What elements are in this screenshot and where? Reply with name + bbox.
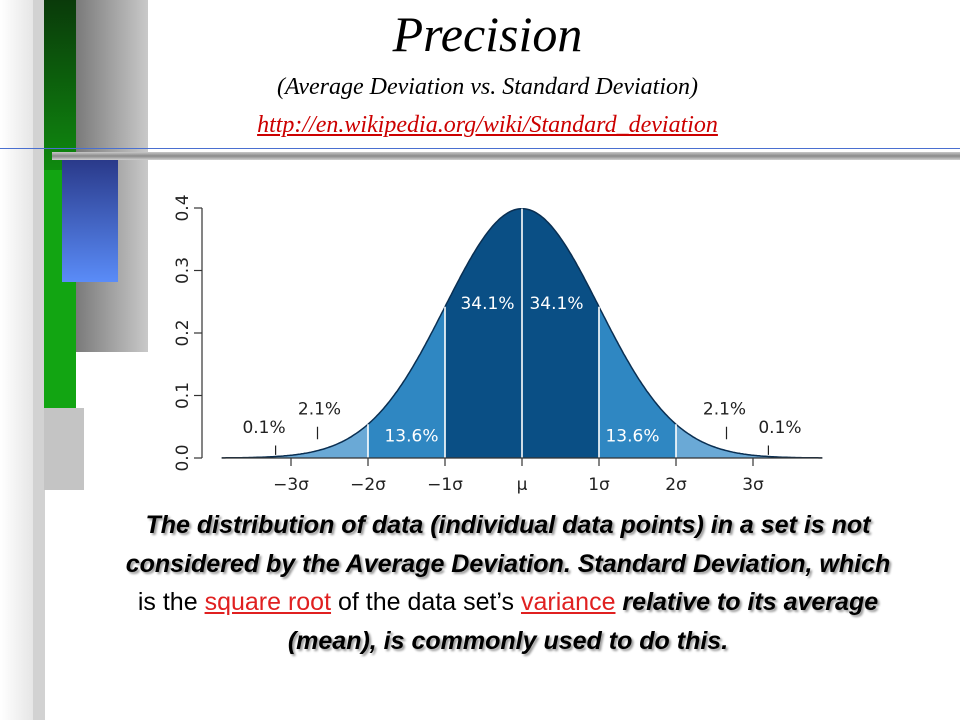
variance-link[interactable]: variance: [520, 588, 616, 616]
region-label: 2.1%: [298, 399, 341, 419]
region-label: 34.1%: [529, 294, 583, 314]
region-0: [291, 424, 368, 458]
y-tick-label: 0.1: [173, 382, 193, 409]
normal-distribution-chart: −3σ −2σ −1σ μ 1σ 2σ 3σ 0.0 0.1 0.2 0.3 0.4 2.1% 13.…: [173, 194, 823, 495]
region-label: 34.1%: [460, 294, 514, 314]
wikipedia-link[interactable]: http://en.wikipedia.org/wiki/Standard_de…: [257, 112, 718, 138]
region-3: [522, 208, 599, 458]
y-tick-label: 0.0: [173, 444, 193, 471]
region-label: 13.6%: [384, 427, 438, 447]
region-labels: 2.1% 13.6% 34.1% 34.1% 13.6% 2.1% 0.1% 0.1%: [242, 294, 802, 455]
header-rule: [52, 152, 960, 160]
y-tick-label: 0.2: [173, 319, 193, 346]
x-ticks: −3σ −2σ −1σ μ 1σ 2σ 3σ: [273, 458, 764, 495]
wikipedia-link-wrap: http://en.wikipedia.org/wiki/Standard_de…: [0, 110, 960, 140]
sidebar-blue-bar: [62, 160, 118, 282]
tail-label: 0.1%: [242, 418, 285, 438]
y-tick-label: 0.3: [173, 257, 193, 284]
sidebar-dark-green-bar: [44, 0, 76, 170]
region-label: 13.6%: [605, 427, 659, 447]
tail-label: 0.1%: [758, 418, 801, 438]
explanation-part-1: The distribution of data (individual dat…: [125, 511, 891, 578]
explanation-text: The distribution of data (individual dat…: [118, 506, 898, 660]
sigma-dividers: [367, 208, 677, 458]
x-tick-label: 3σ: [742, 475, 764, 495]
explanation-part-2: is the: [137, 588, 205, 616]
x-tick-label: −3σ: [273, 475, 309, 495]
y-tick-label: 0.4: [173, 194, 193, 221]
region-2: [445, 208, 522, 458]
region-5: [676, 424, 753, 458]
x-tick-label: μ: [517, 475, 528, 495]
region-label: 2.1%: [703, 399, 746, 419]
explanation-part-3: of the data set’s: [331, 588, 521, 616]
slide-title: Precision: [392, 6, 583, 62]
x-tick-label: 1σ: [588, 475, 610, 495]
sidebar-gray-bar-2: [33, 0, 45, 720]
header-thin-rule: [0, 148, 960, 149]
sidebar-gray-bar-4: [44, 408, 84, 490]
x-tick-label: −2σ: [350, 475, 386, 495]
explanation-part-4: relative to its average (mean), is commo…: [287, 588, 879, 655]
y-ticks: 0.0 0.1 0.2 0.3 0.4: [173, 194, 202, 472]
square-root-link[interactable]: square root: [204, 588, 332, 616]
x-tick-label: −1σ: [427, 475, 463, 495]
slide-subtitle: (Average Deviation vs. Standard Deviatio…: [276, 74, 698, 100]
sidebar-gray-bar-1: [0, 0, 33, 720]
x-tick-label: 2σ: [665, 475, 687, 495]
